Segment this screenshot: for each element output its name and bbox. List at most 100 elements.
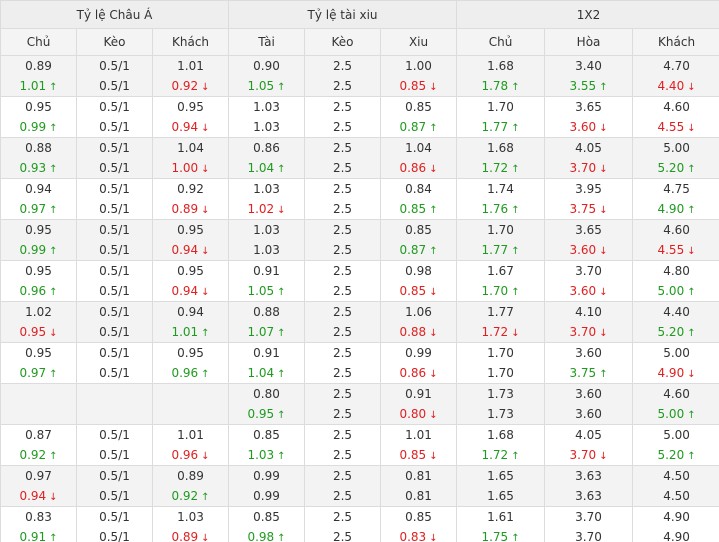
- odds-value: 2.5: [332, 366, 353, 380]
- odds-current-value: 0.97 ↑: [2, 363, 76, 383]
- odds-opening-value: 3.95: [546, 180, 632, 200]
- odds-opening-value: 5.00: [634, 344, 719, 364]
- odds-cell-asian-line: 0.5/1 0.5/1: [76, 178, 153, 220]
- group-header-over-under: Tỷ lệ tài xiu: [228, 0, 458, 29]
- odds-current-value: 1.72 ↑: [458, 158, 544, 178]
- arrow-up-icon: ↑: [277, 451, 286, 462]
- odds-value: 4.90: [657, 366, 685, 380]
- odds-cell-1x2-home: 1.68 1.78 ↑: [456, 55, 546, 97]
- odds-value: 0.5/1: [99, 264, 130, 278]
- odds-current-value: 2.5: [306, 404, 380, 424]
- odds-value: 1.72: [481, 161, 509, 175]
- odds-value: 2.5: [332, 284, 353, 298]
- odds-value: 1.03: [247, 448, 275, 462]
- odds-value: 4.90: [663, 530, 690, 542]
- arrow-down-icon: ↓: [599, 287, 608, 298]
- odds-value: 5.00: [663, 428, 690, 442]
- odds-cell-1x2-away: 4.60 4.55 ↓: [632, 219, 719, 261]
- odds-opening-value: 1.03: [230, 221, 304, 241]
- odds-cell-ou-line: 2.5 2.5: [304, 342, 382, 384]
- odds-current-value: 2.5: [306, 240, 380, 260]
- odds-value: 3.65: [575, 223, 602, 237]
- odds-current-value: 5.00 ↑: [634, 404, 719, 424]
- odds-value: 3.70: [575, 510, 602, 524]
- odds-value: 0.80: [253, 387, 280, 401]
- odds-cell-1x2-home: 1.65 1.65: [456, 465, 546, 507]
- arrow-up-icon: ↑: [511, 205, 520, 216]
- odds-cell-over: 0.88 1.07 ↑: [228, 301, 306, 343]
- odds-opening-value: 0.85: [230, 508, 304, 528]
- odds-opening-value: 0.95: [154, 344, 228, 364]
- odds-cell-ou-line: 2.5 2.5: [304, 219, 382, 261]
- odds-current-value: 0.99: [230, 486, 304, 506]
- odds-value: 1.67: [487, 264, 514, 278]
- odds-value: 0.92: [19, 448, 47, 462]
- odds-cell-asian-line: 0.5/1 0.5/1: [76, 301, 153, 343]
- arrow-up-icon: ↑: [277, 328, 286, 339]
- odds-value: 5.00: [657, 407, 685, 421]
- odds-value: 2.5: [332, 79, 353, 93]
- odds-current-value: 3.60 ↓: [546, 117, 632, 137]
- arrow-up-icon: ↑: [277, 410, 286, 421]
- odds-opening-value: 0.97: [2, 467, 76, 487]
- odds-value: 0.91: [405, 387, 432, 401]
- odds-cell-over: 0.99 0.99: [228, 465, 306, 507]
- odds-opening-value: 0.99: [382, 344, 456, 364]
- odds-value: 0.83: [399, 530, 427, 542]
- odds-value: 2.5: [332, 407, 353, 421]
- odds-value: 0.97: [19, 366, 47, 380]
- odds-opening-value: 4.90: [634, 508, 719, 528]
- odds-current-value: 5.20 ↑: [634, 322, 719, 342]
- odds-opening-value: 0.92: [154, 180, 228, 200]
- odds-value: 3.40: [575, 59, 602, 73]
- odds-cell-ou-line: 2.5 2.5: [304, 301, 382, 343]
- odds-current-value: 1.78 ↑: [458, 76, 544, 96]
- table-row: 0.95 0.96 ↑ 0.5/1 0.5/1 0.95 0.94 ↓ 0.91 1.05 ↑ 2.5…: [0, 260, 719, 302]
- odds-opening-value: 0.85: [382, 221, 456, 241]
- odds-value: 4.05: [575, 428, 602, 442]
- odds-opening-value: 0.5/1: [78, 426, 152, 446]
- odds-cell-asian-line: 0.5/1 0.5/1: [76, 424, 153, 466]
- arrow-down-icon: ↓: [429, 328, 438, 339]
- odds-cell-asian-home: [0, 383, 77, 425]
- odds-current-value: 2.5: [306, 158, 380, 178]
- odds-opening-value: 1.03: [230, 98, 304, 118]
- odds-opening-value: 3.60: [546, 385, 632, 405]
- arrow-down-icon: ↓: [687, 369, 696, 380]
- odds-opening-value: 2.5: [306, 221, 380, 241]
- arrow-up-icon: ↑: [277, 287, 286, 298]
- odds-value: 0.99: [19, 243, 47, 257]
- odds-value: 3.95: [575, 182, 602, 196]
- odds-cell-1x2-home: 1.67 1.70 ↑: [456, 260, 546, 302]
- odds-opening-value: 4.10: [546, 303, 632, 323]
- arrow-down-icon: ↓: [201, 123, 210, 134]
- odds-cell-asian-line: 0.5/1 0.5/1: [76, 137, 153, 179]
- odds-value: 2.5: [332, 305, 353, 319]
- odds-value: 1.70: [481, 284, 509, 298]
- odds-value: 0.5/1: [99, 161, 130, 175]
- odds-opening-value: 1.73: [458, 385, 544, 405]
- odds-value: 0.5/1: [99, 59, 130, 73]
- odds-value: 3.70: [569, 448, 597, 462]
- odds-cell-1x2-away: 4.70 4.40 ↓: [632, 55, 719, 97]
- odds-value: 0.95: [177, 264, 204, 278]
- odds-value: 1.01: [19, 79, 47, 93]
- odds-value: 0.95: [19, 325, 47, 339]
- arrow-up-icon: ↑: [49, 205, 58, 216]
- odds-cell-over: 1.03 1.03: [228, 96, 306, 138]
- odds-opening-value: 0.94: [2, 180, 76, 200]
- odds-value: 0.88: [253, 305, 280, 319]
- odds-value: 1.00: [171, 161, 199, 175]
- odds-opening-value: 4.60: [634, 98, 719, 118]
- col-header-ou-line: Kèo: [304, 28, 382, 56]
- odds-cell-asian-away: 0.95 0.94 ↓: [151, 260, 230, 302]
- odds-current-value: 5.00 ↑: [634, 281, 719, 301]
- odds-cell-1x2-draw: 3.65 3.60 ↓: [544, 219, 634, 261]
- odds-value: 0.95: [25, 223, 52, 237]
- odds-cell-under: 1.06 0.88 ↓: [380, 301, 458, 343]
- arrow-up-icon: ↑: [49, 164, 58, 175]
- odds-cell-over: 0.91 1.04 ↑: [228, 342, 306, 384]
- odds-value: 1.75: [481, 530, 509, 542]
- odds-opening-value: 0.91: [230, 262, 304, 282]
- odds-cell-1x2-home: 1.61 1.75 ↑: [456, 506, 546, 542]
